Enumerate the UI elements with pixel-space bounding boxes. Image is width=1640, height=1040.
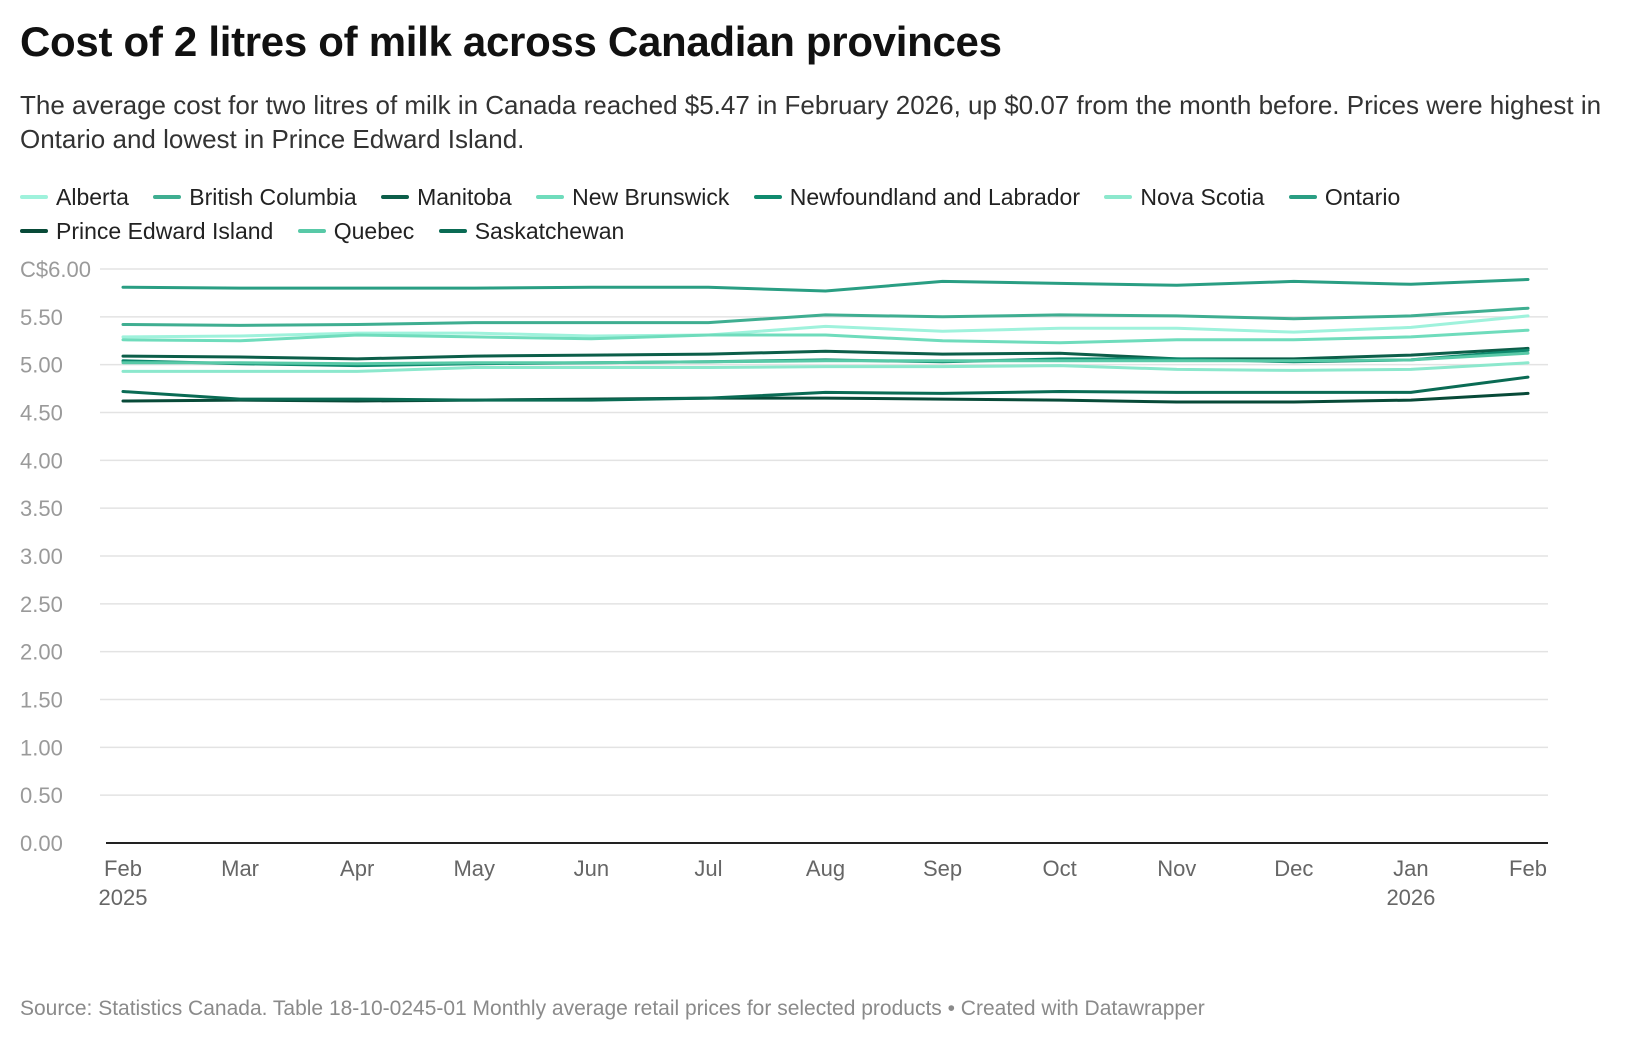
series-line — [121, 306, 1530, 327]
x-tick-label: May — [453, 856, 495, 881]
legend-swatch — [297, 228, 326, 233]
x-tick-label: Dec — [1274, 856, 1313, 881]
legend-label: Saskatchewan — [474, 218, 625, 244]
series-line — [121, 346, 1530, 361]
y-axis-ticks: 0.00 0.50 1.00 1.50 2.00 2.50 3.00 3.50 4.00 4.50… — [20, 257, 91, 856]
legend-item: Alberta — [20, 184, 129, 210]
y-tick-label: 0.50 — [20, 783, 63, 808]
legend-swatch — [753, 194, 782, 199]
legend-label: Newfoundland and Labrador — [789, 184, 1081, 210]
y-tick-label: 5.00 — [20, 353, 63, 378]
x-year-label: 2025 — [99, 885, 148, 910]
source-footer: Source: Statistics Canada. Table 18-10-0… — [20, 997, 1205, 1020]
y-tick-label: 1.00 — [20, 735, 63, 760]
legend-label: Prince Edward Island — [56, 218, 274, 244]
legend-swatch — [1104, 194, 1133, 199]
legend-label: Ontario — [1324, 184, 1401, 210]
x-tick-label: Jun — [574, 856, 609, 881]
y-tick-label: 1.50 — [20, 688, 63, 713]
legend-item: Quebec — [297, 218, 415, 244]
legend-swatch — [20, 194, 48, 199]
y-tick-label: 0.00 — [20, 831, 63, 856]
legend-swatch — [438, 228, 467, 233]
x-tick-label: Jul — [694, 856, 722, 881]
series-line — [121, 361, 1530, 373]
x-year-label: 2026 — [1386, 885, 1435, 910]
line-chart: 0.00 0.50 1.00 1.50 2.00 2.50 3.00 3.50 4.00 4.50… — [20, 257, 1548, 910]
y-tick-label: 3.00 — [20, 544, 63, 569]
x-tick-label: Nov — [1157, 856, 1196, 881]
x-axis-ticks: Feb 2025 Mar Apr May Jun Jul Aug Sep Oct Nov Dec Jan… — [99, 856, 1547, 910]
legend-swatch — [153, 194, 182, 199]
legend-item: Nova Scotia — [1104, 184, 1264, 210]
grid-lines — [100, 268, 1548, 844]
x-tick-label: Feb — [1509, 856, 1547, 881]
legend-label: Manitoba — [417, 184, 512, 210]
x-tick-label: Jan — [1393, 856, 1428, 881]
x-tick-label: Feb — [104, 856, 142, 881]
legend-item: Saskatchewan — [438, 218, 625, 244]
series-line — [121, 375, 1530, 402]
legend-item: Prince Edward Island — [20, 218, 273, 244]
legend-swatch — [20, 228, 48, 233]
legend-swatch — [536, 194, 565, 199]
x-tick-label: Sep — [923, 856, 962, 881]
chart-subtitle: The average cost for two litres of milk … — [20, 90, 1602, 154]
legend-label: Quebec — [333, 218, 415, 244]
x-tick-label: Oct — [1043, 856, 1077, 881]
chart-legend: Alberta British Columbia Manitoba New Br… — [20, 180, 1600, 248]
legend-item: New Brunswick — [536, 184, 729, 210]
x-tick-label: Apr — [340, 856, 374, 881]
series-line — [121, 278, 1530, 293]
y-tick-label: C$6.00 — [20, 257, 91, 282]
legend-item: Manitoba — [381, 184, 512, 210]
y-tick-label: 3.50 — [20, 496, 63, 521]
y-tick-label: 5.50 — [20, 305, 63, 330]
chart-title: Cost of 2 litres of milk across Canadian… — [20, 18, 1002, 65]
y-tick-label: 2.50 — [20, 592, 63, 617]
y-tick-label: 2.00 — [20, 640, 63, 665]
legend-item: Newfoundland and Labrador — [753, 184, 1081, 210]
legend-label: Nova Scotia — [1140, 184, 1265, 210]
series-line — [121, 314, 1530, 339]
legend-label: New Brunswick — [572, 184, 730, 210]
series-line — [121, 328, 1530, 345]
legend-label: Alberta — [56, 184, 129, 210]
legend-label: British Columbia — [189, 184, 357, 210]
x-tick-label: Mar — [221, 856, 259, 881]
legend-swatch — [381, 194, 410, 199]
x-tick-label: Aug — [806, 856, 845, 881]
legend-swatch — [1288, 194, 1317, 199]
series-line — [121, 351, 1530, 366]
legend-item: British Columbia — [153, 184, 357, 210]
y-tick-label: 4.00 — [20, 448, 63, 473]
y-tick-label: 4.50 — [20, 401, 63, 426]
series-line — [121, 391, 1530, 404]
legend-item: Ontario — [1288, 184, 1401, 210]
series-lines — [121, 278, 1530, 404]
